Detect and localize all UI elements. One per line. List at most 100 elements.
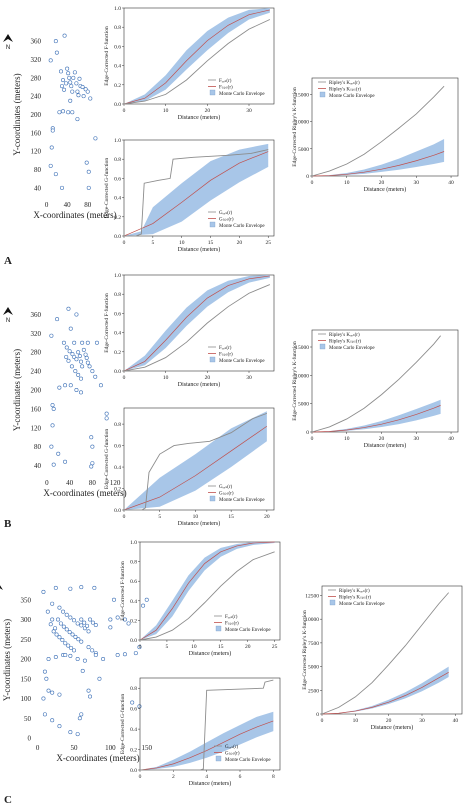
panel-b-g-function-theoretical-line <box>123 425 268 511</box>
panel-c-scatter-point <box>50 690 55 695</box>
panel-a-g-function-chart: 0 5 10 15 20 25 0.0 0.2 0.4 0.6 0.8 1.0 Distance (me… <box>103 138 275 253</box>
panel-b-k-function-ylabel: Edge-Corrected Ripley's K-function <box>291 341 298 421</box>
panel-b-scatter-point <box>104 416 109 421</box>
panel-b-k-function-observed-line <box>311 335 441 433</box>
panel-b-scatter-north-label: N <box>6 318 10 324</box>
panel-a-scatter-point <box>53 172 58 177</box>
panel-c-k-function-legend-label: Ripley's Kₛₚₛ(r) <box>339 596 371 601</box>
panel-c-scatter-point <box>57 635 62 640</box>
panel-b-scatter-point <box>63 459 68 464</box>
panel-b-g-function-legend-label: Monte Carlo Envelope <box>219 498 265 503</box>
panel-a-scatter-point <box>68 80 73 85</box>
panel-c-scatter-point <box>88 694 93 699</box>
panel-b-g-function-ytick-label: 0.8 <box>114 422 121 428</box>
panel-b-scatter-xtick-label: 80 <box>89 479 97 487</box>
panel-b-scatter-point <box>76 372 81 377</box>
panel-c-g-function-xtick-label: 6 <box>239 774 242 780</box>
panel-b-scatter-point <box>90 369 95 374</box>
panel-b-f-function-legend-label: Monte Carlo Envelope <box>219 359 265 364</box>
panel-b-f-function-ytick-label: 0.6 <box>114 311 121 317</box>
panel-c-scatter-xtick-label: 50 <box>71 744 79 752</box>
panel-c-scatter-point <box>72 618 77 623</box>
panel-c-scatter-ytick-label: 300 <box>21 616 32 624</box>
panel-b-scatter-point <box>79 376 84 381</box>
panel-c-k-function-xtick-label: 30 <box>419 718 425 724</box>
panel-a-f-function-frame <box>123 7 275 105</box>
panel-c-f-function-xtick-label: 10 <box>191 644 197 650</box>
panel-c-scatter-point <box>57 692 62 697</box>
panel-c-scatter-point <box>80 668 85 673</box>
panel-b-scatter-point <box>79 390 84 395</box>
panel-b-f-function-legend-label: Fₒₑₛ(r) <box>219 346 232 351</box>
panel-b-f-function-ytick-label: 0.8 <box>114 292 121 298</box>
panel-c-scatter-point <box>101 657 106 662</box>
panel-c-scatter-point <box>76 637 81 642</box>
panel-c-scatter-point <box>133 651 138 656</box>
panel-b-k-function-legend-label: Ripley's Kₒₑₛ(r) <box>329 333 360 338</box>
panel-c-scatter-point <box>137 704 142 709</box>
panel-a-scatter-point <box>86 169 91 174</box>
panel-b-scatter-point <box>64 345 69 350</box>
panel-a-k-function-ylabel: Edge-Corrected Ripley's K-function <box>291 87 298 167</box>
panel-c-scatter-point <box>88 617 93 622</box>
panel-a-scatter-point <box>72 70 77 75</box>
panel-a-f-function-xtick-label: 30 <box>246 108 252 114</box>
panel-b-scatter-north-arrow-icon <box>3 307 13 315</box>
panel-c-f-function-ytick-label: 1.0 <box>130 540 137 546</box>
panel-a-k-function-observed-line <box>311 85 445 177</box>
panel-c-k-function-ytick-label: 2500 <box>308 688 319 694</box>
panel-a-scatter-ytick-label: 160 <box>31 129 42 137</box>
panel-b-g-function-frame <box>123 407 275 511</box>
panel-a-scatter-point <box>74 81 79 86</box>
panel-b-scatter-point <box>74 357 79 362</box>
panel-c-f-function-xtick-label: 5 <box>166 644 169 650</box>
panel-c-scatter-point <box>82 620 87 625</box>
panel-b-scatter-point <box>51 406 56 411</box>
panel-c-scatter-point <box>68 653 73 658</box>
panel-a-g-function-ytick-label: 1.0 <box>114 138 121 144</box>
panel-a-scatter-xlabel: X-coordinates (meters) <box>33 210 116 220</box>
panel-c-g-function-ytick-label: 0.6 <box>130 707 137 713</box>
panel-b-g-function-ytick-label: 0.6 <box>114 444 121 450</box>
panel-a-scatter-point <box>70 110 75 115</box>
panel-c-scatter-point <box>93 623 98 628</box>
panel-b-scatter-ytick-label: 320 <box>31 330 42 338</box>
panel-b-g-function-ytick-label: 0.2 <box>114 487 121 493</box>
panel-a-k-function-legend-label: Monte Carlo Envelope <box>329 94 375 99</box>
panel-a-scatter-chart: 0 40 80 40 80 120 160 200 240 280 320 360 X-coordina… <box>3 33 117 220</box>
panel-c-f-function-xtick-label: 20 <box>245 644 251 650</box>
panel-a-k-function-legend-label: Ripley's Kₛₚₛ(r) <box>329 88 361 93</box>
panel-c-scatter-point <box>79 585 84 590</box>
panel-a-scatter-point <box>54 50 59 55</box>
panel-b-scatter-point <box>81 347 86 352</box>
panel-c-scatter-point <box>63 653 68 658</box>
panel-c-scatter-point <box>55 617 60 622</box>
panel-c-scatter-point <box>108 625 113 630</box>
panel-a-k-function-theoretical-line <box>311 151 445 177</box>
panel-b-f-function-xtick-label: 20 <box>205 375 211 381</box>
panel-c-scatter-point <box>97 676 102 681</box>
panel-b-scatter-point <box>50 423 55 428</box>
panel-a-k-function-envelope <box>312 138 445 176</box>
panel-a-g-function-xtick-label: 0 <box>123 240 126 246</box>
panel-c-scatter-point <box>64 627 69 632</box>
panel-a-scatter-point <box>75 89 80 94</box>
panel-a-scatter-point <box>71 75 76 80</box>
panel-c-scatter-point <box>68 586 73 591</box>
panel-c-scatter-point <box>61 609 66 614</box>
panel-c-scatter-ylabel: Y-coordinates (meters) <box>2 619 12 701</box>
panel-a-scatter-north-arrow-icon <box>3 34 13 42</box>
panel-a-scatter-point <box>84 160 89 165</box>
panel-c-g-function-xlabel: Distance (meters) <box>189 780 231 787</box>
panel-c-scatter-point <box>46 688 51 693</box>
panel-c-scatter-point <box>75 657 80 662</box>
panel-c-k-function-legend-label: Monte Carlo Envelope <box>339 602 385 607</box>
panel-c-scatter-ytick-label: 350 <box>21 596 32 604</box>
panel-c-scatter-point <box>90 620 95 625</box>
panel-c-scatter-point <box>86 645 91 650</box>
panel-a-scatter-point <box>75 117 80 122</box>
panel-b-f-function-ytick-label: 0.0 <box>114 369 121 375</box>
panel-c-scatter-point <box>73 634 78 639</box>
panel-c-scatter-point <box>66 643 71 648</box>
panel-a-f-function-xlabel: Distance (meters) <box>178 114 220 121</box>
